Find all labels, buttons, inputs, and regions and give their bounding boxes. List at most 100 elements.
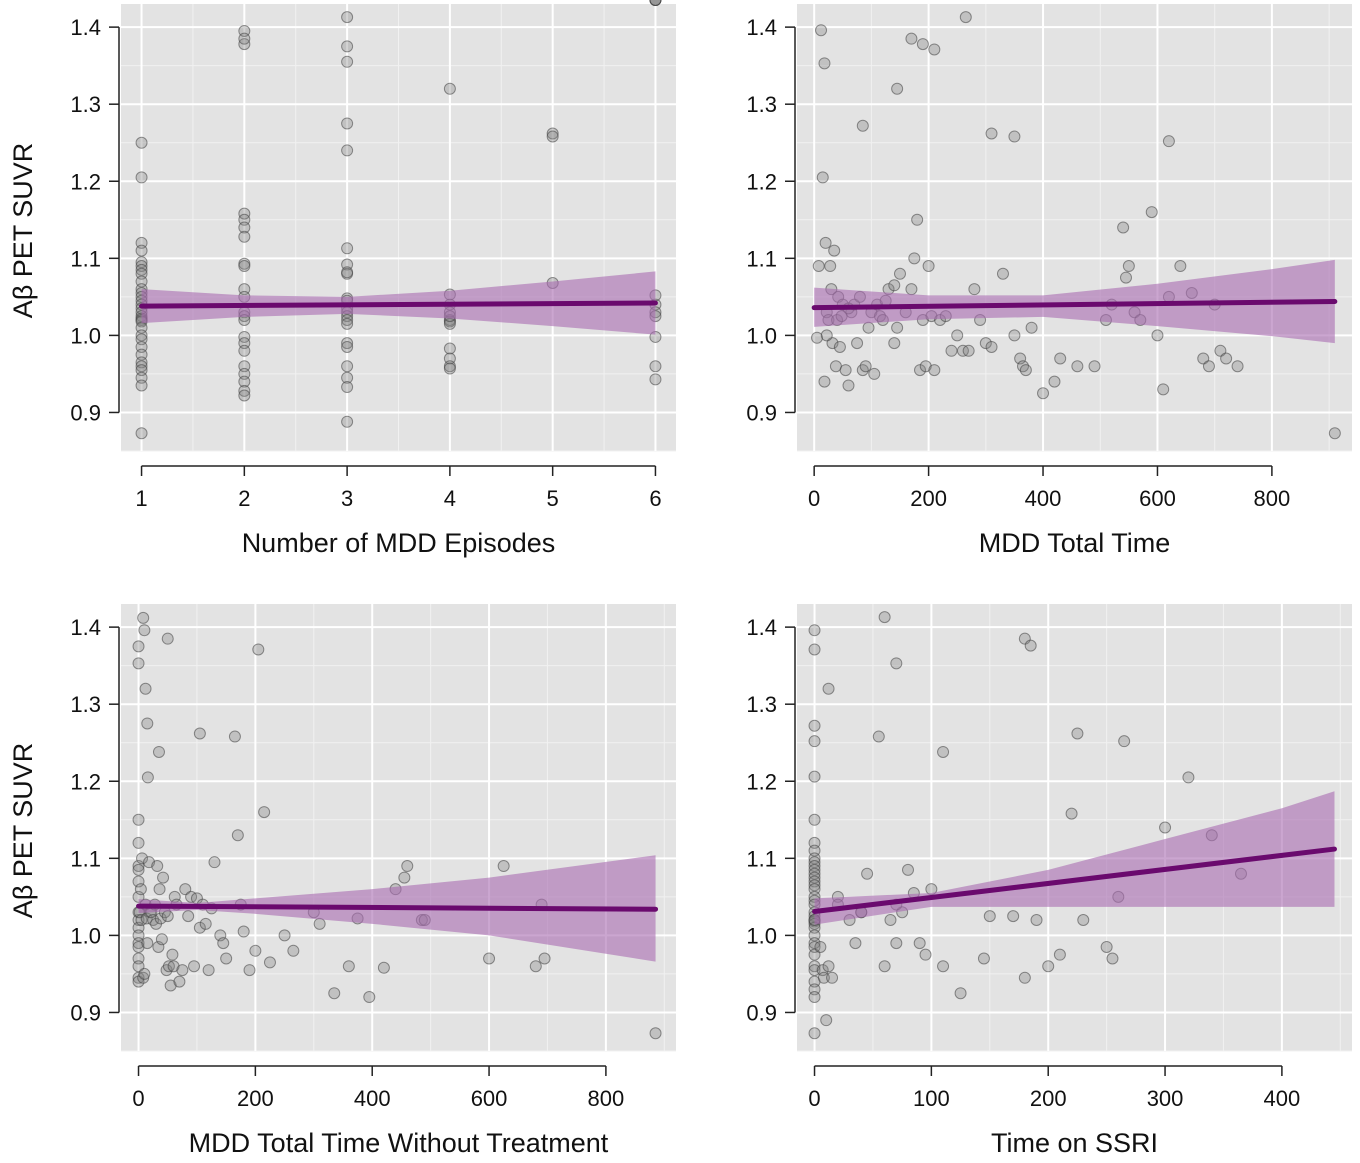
data-point — [828, 244, 841, 257]
x-axis: 0 200 400 600 800 MDD Total Time Without Trea… — [132, 1065, 624, 1158]
data-point — [377, 961, 390, 974]
y-axis: 0.9 1.0 1.1 1.2 1.3 1.4 — [746, 615, 796, 1025]
data-point — [937, 745, 950, 758]
data-point — [908, 252, 921, 265]
data-point — [649, 1027, 662, 1040]
y-tick-label: 1.3 — [746, 692, 777, 717]
data-point — [141, 771, 154, 784]
data-point — [1008, 130, 1021, 143]
y-tick-label: 0.9 — [70, 400, 101, 425]
data-point — [649, 373, 662, 386]
data-points — [808, 611, 1247, 1040]
y-tick-label: 1.0 — [70, 923, 101, 948]
data-point — [985, 340, 998, 353]
data-point — [287, 944, 300, 957]
grid-lines — [121, 604, 676, 1052]
data-point — [1117, 221, 1130, 234]
data-point — [878, 611, 891, 624]
data-point — [278, 929, 291, 942]
data-point — [808, 719, 821, 732]
data-point — [1328, 427, 1341, 440]
chart-panel-4: 0 100 200 300 400 Time on SSRI 0.9 1.0 1.1 1.2 1.3… — [746, 604, 1352, 1158]
data-point — [341, 317, 354, 330]
data-point — [199, 917, 212, 930]
data-point — [985, 127, 998, 140]
data-point — [839, 364, 852, 377]
data-point — [916, 38, 929, 51]
data-point — [808, 813, 821, 826]
data-point — [808, 770, 821, 783]
data-point — [1037, 387, 1050, 400]
data-point — [1048, 375, 1061, 388]
x-axis: 0 200 400 600 800 MDD Total Time — [808, 465, 1290, 558]
data-point — [166, 948, 179, 961]
data-point — [891, 321, 904, 334]
data-point — [1202, 360, 1215, 373]
data-point — [341, 40, 354, 53]
data-point — [238, 344, 251, 357]
x-tick-label: 600 — [1139, 486, 1176, 511]
data-point — [538, 952, 551, 965]
data-point — [962, 344, 975, 357]
regression-line — [136, 903, 659, 912]
data-point — [1088, 360, 1101, 373]
x-tick-label: 0 — [132, 1086, 144, 1111]
data-point — [1106, 952, 1119, 965]
data-point — [135, 244, 148, 257]
data-point — [1077, 913, 1090, 926]
data-point — [243, 964, 256, 977]
data-point — [263, 956, 276, 969]
data-point — [808, 991, 821, 1004]
data-point — [249, 944, 262, 957]
data-point — [132, 937, 145, 950]
data-point — [132, 863, 145, 876]
data-point — [649, 0, 662, 6]
y-axis-title: Aβ PET SUVR — [8, 743, 38, 919]
x-tick-label: 1 — [135, 486, 147, 511]
data-point — [928, 43, 941, 56]
data-point — [812, 260, 825, 273]
y-tick-label: 1.1 — [746, 846, 777, 871]
y-axis: 0.9 1.0 1.1 1.2 1.3 1.4 — [746, 15, 796, 425]
data-point — [856, 119, 869, 132]
chart-panel-2: 0 200 400 600 800 MDD Total Time 0.9 1.0 1.1 1.2 1… — [746, 4, 1352, 558]
data-point — [1159, 821, 1172, 834]
data-point — [959, 11, 972, 24]
data-point — [911, 213, 924, 226]
x-tick-label: 100 — [913, 1086, 950, 1111]
data-point — [1220, 352, 1233, 365]
data-point — [1018, 971, 1031, 984]
data-point — [1071, 360, 1084, 373]
y-tick-label: 1.2 — [746, 769, 777, 794]
regression-line — [139, 300, 658, 309]
data-point — [341, 242, 354, 255]
y-tick-label: 1.4 — [746, 15, 777, 40]
data-point — [134, 883, 147, 896]
data-point — [808, 624, 821, 637]
data-point — [1162, 135, 1175, 148]
data-point — [878, 960, 891, 973]
data-point — [849, 937, 862, 950]
x-tick-label: 200 — [910, 486, 947, 511]
data-point — [951, 329, 964, 342]
y-tick-label: 1.4 — [746, 615, 777, 640]
data-point — [814, 940, 827, 953]
data-point — [968, 283, 981, 296]
data-point — [151, 860, 164, 873]
data-point — [884, 913, 897, 926]
data-point — [890, 937, 903, 950]
data-point — [258, 806, 271, 819]
data-point — [341, 340, 354, 353]
data-point — [842, 379, 855, 392]
data-point — [546, 130, 559, 143]
data-point — [820, 329, 833, 342]
x-axis: 1 2 3 4 5 6 Number of MDD Episodes — [135, 465, 662, 558]
y-tick-label: 1.3 — [70, 92, 101, 117]
data-point — [238, 384, 251, 397]
chart-panel-1: 1 2 3 4 5 6 Number of MDD Episodes 0.9 1.0 1.1 1.2… — [8, 0, 676, 558]
data-point — [132, 657, 145, 670]
data-point — [152, 745, 165, 758]
data-point — [819, 236, 832, 249]
data-point — [905, 32, 918, 45]
data-point — [1119, 271, 1132, 284]
